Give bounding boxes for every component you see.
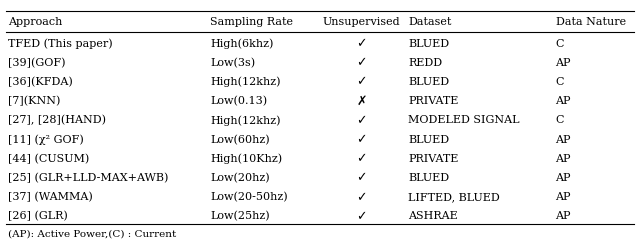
Text: C: C [556, 39, 564, 49]
Text: Low(60hz): Low(60hz) [210, 134, 269, 145]
Text: REDD: REDD [408, 58, 442, 68]
Text: High(12khz): High(12khz) [210, 77, 280, 87]
Text: MODELED SIGNAL: MODELED SIGNAL [408, 115, 520, 125]
Text: C: C [556, 115, 564, 125]
Text: ✓: ✓ [356, 56, 367, 69]
Text: ✓: ✓ [356, 114, 367, 127]
Text: High(12khz): High(12khz) [210, 115, 280, 126]
Text: BLUED: BLUED [408, 135, 449, 145]
Text: [27], [28](HAND): [27], [28](HAND) [8, 115, 106, 126]
Text: (AP): Active Power,(C) : Current: (AP): Active Power,(C) : Current [8, 230, 176, 239]
Text: ✓: ✓ [356, 210, 367, 223]
Text: Low(20hz): Low(20hz) [210, 173, 269, 183]
Text: AP: AP [556, 58, 571, 68]
Text: TFED (This paper): TFED (This paper) [8, 38, 112, 49]
Text: Unsupervised: Unsupervised [323, 17, 401, 27]
Text: ASHRAE: ASHRAE [408, 211, 458, 221]
Text: AP: AP [556, 211, 571, 221]
Text: [25] (GLR+LLD-MAX+AWB): [25] (GLR+LLD-MAX+AWB) [8, 173, 168, 183]
Text: AP: AP [556, 192, 571, 202]
Text: AP: AP [556, 154, 571, 164]
Text: ✓: ✓ [356, 172, 367, 184]
Text: AP: AP [556, 135, 571, 145]
Text: Sampling Rate: Sampling Rate [210, 17, 293, 27]
Text: High(10Khz): High(10Khz) [210, 154, 282, 164]
Text: Low(3s): Low(3s) [210, 58, 255, 68]
Text: LIFTED, BLUED: LIFTED, BLUED [408, 192, 500, 202]
Text: AP: AP [556, 173, 571, 183]
Text: Data Nature: Data Nature [556, 17, 626, 27]
Text: Dataset: Dataset [408, 17, 452, 27]
Text: ✓: ✓ [356, 191, 367, 204]
Text: [7](KNN): [7](KNN) [8, 96, 60, 106]
Text: BLUED: BLUED [408, 39, 449, 49]
Text: BLUED: BLUED [408, 77, 449, 87]
Text: ✗: ✗ [356, 95, 367, 108]
Text: Low(20-50hz): Low(20-50hz) [210, 192, 287, 202]
Text: Low(25hz): Low(25hz) [210, 211, 269, 222]
Text: ✓: ✓ [356, 133, 367, 146]
Text: C: C [556, 77, 564, 87]
Text: BLUED: BLUED [408, 173, 449, 183]
Text: Low(0.13): Low(0.13) [210, 96, 267, 106]
Text: [39](GOF): [39](GOF) [8, 58, 65, 68]
Text: ✓: ✓ [356, 37, 367, 50]
Text: [11] (χ² GOF): [11] (χ² GOF) [8, 134, 83, 145]
Text: AP: AP [556, 96, 571, 106]
Text: ✓: ✓ [356, 152, 367, 165]
Text: [37] (WAMMA): [37] (WAMMA) [8, 192, 92, 202]
Text: ✓: ✓ [356, 76, 367, 88]
Text: Approach: Approach [8, 17, 62, 27]
Text: PRIVATE: PRIVATE [408, 96, 459, 106]
Text: [36](KFDA): [36](KFDA) [8, 77, 72, 87]
Text: [26] (GLR): [26] (GLR) [8, 211, 67, 222]
Text: [44] (CUSUM): [44] (CUSUM) [8, 154, 89, 164]
Text: High(6khz): High(6khz) [210, 38, 273, 49]
Text: PRIVATE: PRIVATE [408, 154, 459, 164]
